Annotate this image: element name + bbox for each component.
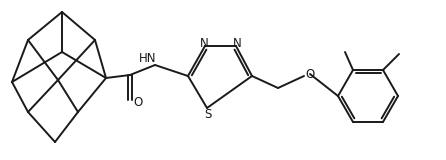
- Text: S: S: [204, 108, 212, 121]
- Text: HN: HN: [139, 52, 157, 64]
- Text: O: O: [306, 68, 314, 80]
- Text: N: N: [200, 36, 208, 49]
- Text: O: O: [133, 96, 143, 108]
- Text: N: N: [233, 36, 241, 49]
